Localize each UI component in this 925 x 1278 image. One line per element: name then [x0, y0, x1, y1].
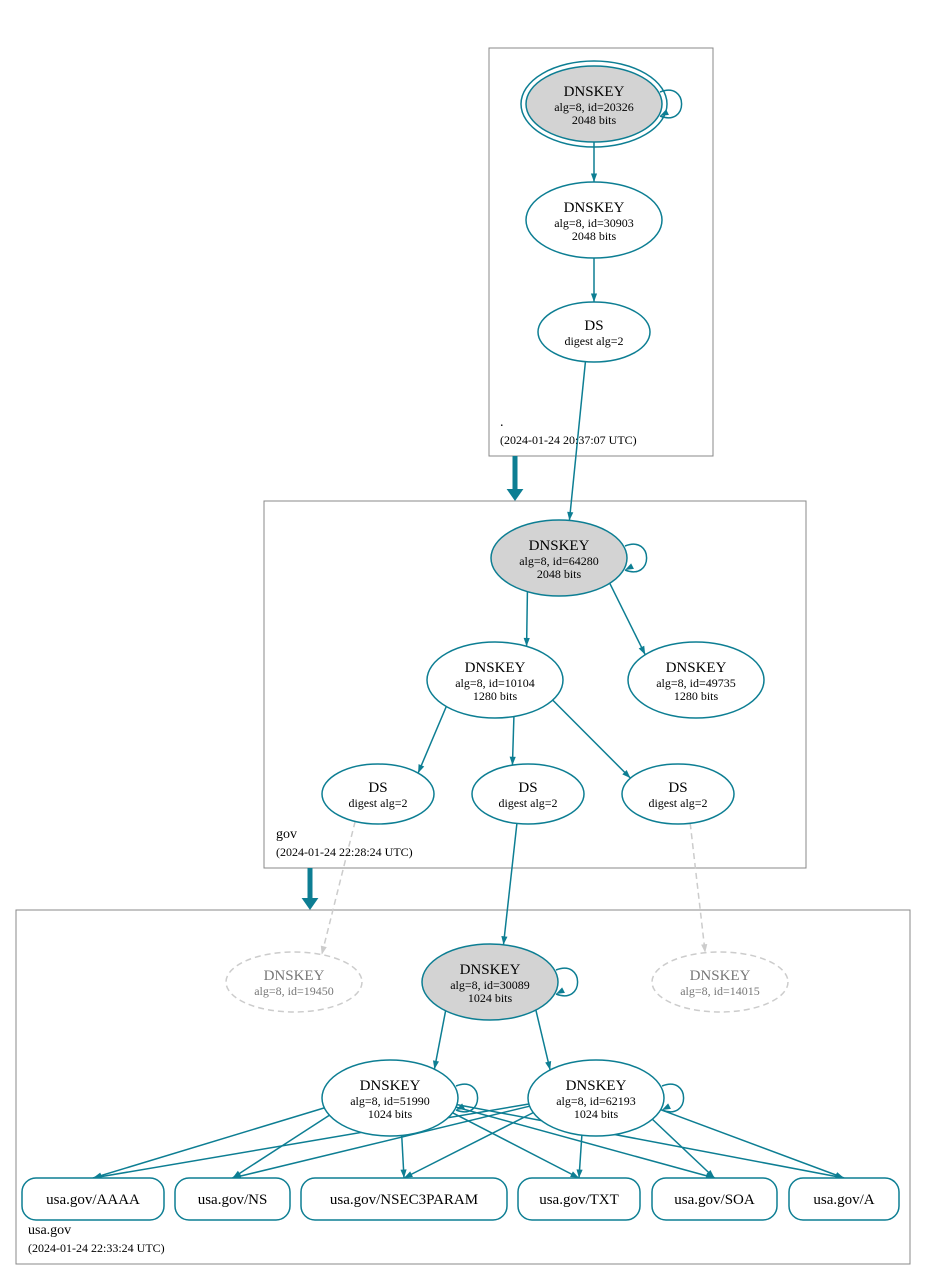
node-gov_ds3: DSdigest alg=2 [622, 764, 734, 824]
svg-text:DNSKEY: DNSKEY [666, 660, 727, 676]
svg-text:usa.gov/A: usa.gov/A [813, 1192, 874, 1208]
svg-text:DNSKEY: DNSKEY [529, 538, 590, 554]
svg-text:alg=8, id=19450: alg=8, id=19450 [254, 984, 334, 998]
svg-text:2048 bits: 2048 bits [537, 567, 582, 581]
svg-text:alg=8, id=10104: alg=8, id=10104 [455, 676, 535, 690]
svg-text:usa.gov/AAAA: usa.gov/AAAA [46, 1192, 140, 1208]
node-gov_ds1: DSdigest alg=2 [322, 764, 434, 824]
svg-text:usa.gov/NS: usa.gov/NS [198, 1192, 268, 1208]
svg-text:DNSKEY: DNSKEY [566, 1078, 627, 1094]
svg-text:alg=8, id=62193: alg=8, id=62193 [556, 1094, 636, 1108]
node-usa_dash2: DNSKEYalg=8, id=14015 [652, 952, 788, 1012]
edge [93, 1108, 324, 1178]
svg-text:1280 bits: 1280 bits [473, 689, 518, 703]
svg-text:DNSKEY: DNSKEY [564, 84, 625, 100]
svg-text:1280 bits: 1280 bits [674, 689, 719, 703]
zone-timestamp-usagov: (2024-01-24 22:33:24 UTC) [28, 1241, 165, 1255]
svg-text:DS: DS [368, 780, 387, 796]
node-gov_zsk2: DNSKEYalg=8, id=497351280 bits [628, 642, 764, 718]
svg-text:digest alg=2: digest alg=2 [564, 334, 623, 348]
svg-text:alg=8, id=30903: alg=8, id=30903 [554, 216, 634, 230]
svg-text:1024 bits: 1024 bits [574, 1107, 619, 1121]
edge [503, 823, 516, 944]
svg-text:2048 bits: 2048 bits [572, 113, 617, 127]
edge [610, 583, 645, 654]
svg-text:DNSKEY: DNSKEY [564, 200, 625, 216]
edge [536, 1010, 550, 1070]
svg-text:1024 bits: 1024 bits [368, 1107, 413, 1121]
leaf-leaf_a: usa.gov/A [789, 1178, 899, 1220]
svg-text:digest alg=2: digest alg=2 [348, 796, 407, 810]
edge [661, 1110, 844, 1178]
node-usa_ksk: DNSKEYalg=8, id=300891024 bits [422, 944, 578, 1020]
svg-text:DNSKEY: DNSKEY [360, 1078, 421, 1094]
leaf-leaf_aaaa: usa.gov/AAAA [22, 1178, 164, 1220]
svg-text:alg=8, id=20326: alg=8, id=20326 [554, 100, 634, 114]
svg-text:digest alg=2: digest alg=2 [498, 796, 557, 810]
svg-text:digest alg=2: digest alg=2 [648, 796, 707, 810]
node-root_ksk: DNSKEYalg=8, id=203262048 bits [521, 61, 682, 147]
zone-label-usagov: usa.gov [28, 1223, 71, 1238]
edge [418, 707, 446, 774]
svg-text:DNSKEY: DNSKEY [690, 968, 751, 984]
leaf-leaf_ns: usa.gov/NS [175, 1178, 290, 1220]
edge [690, 823, 705, 952]
zone-timestamp-root: (2024-01-24 20:37:07 UTC) [500, 433, 637, 447]
svg-text:alg=8, id=64280: alg=8, id=64280 [519, 554, 599, 568]
node-usa_zsk2: DNSKEYalg=8, id=621931024 bits [528, 1060, 684, 1136]
svg-text:alg=8, id=51990: alg=8, id=51990 [350, 1094, 430, 1108]
svg-text:1024 bits: 1024 bits [468, 991, 513, 1005]
edge [93, 1104, 529, 1178]
svg-text:usa.gov/TXT: usa.gov/TXT [539, 1192, 619, 1208]
zone-label-root: . [500, 415, 504, 430]
node-gov_ds2: DSdigest alg=2 [472, 764, 584, 824]
zone-timestamp-gov: (2024-01-24 22:28:24 UTC) [276, 845, 413, 859]
leaf-leaf_txt: usa.gov/TXT [518, 1178, 640, 1220]
svg-text:DS: DS [668, 780, 687, 796]
edge [434, 1011, 445, 1069]
node-root_zsk: DNSKEYalg=8, id=309032048 bits [526, 182, 662, 258]
svg-text:alg=8, id=30089: alg=8, id=30089 [450, 978, 530, 992]
svg-text:DS: DS [518, 780, 537, 796]
node-usa_dash1: DNSKEYalg=8, id=19450 [226, 952, 362, 1012]
node-gov_ksk: DNSKEYalg=8, id=642802048 bits [491, 520, 647, 596]
svg-text:DNSKEY: DNSKEY [465, 660, 526, 676]
svg-text:usa.gov/NSEC3PARAM: usa.gov/NSEC3PARAM [330, 1192, 478, 1208]
edge [553, 700, 631, 778]
svg-text:DNSKEY: DNSKEY [460, 962, 521, 978]
svg-text:usa.gov/SOA: usa.gov/SOA [674, 1192, 755, 1208]
svg-text:DNSKEY: DNSKEY [264, 968, 325, 984]
svg-text:DS: DS [584, 318, 603, 334]
svg-text:alg=8, id=49735: alg=8, id=49735 [656, 676, 736, 690]
leaf-leaf_nsec: usa.gov/NSEC3PARAM [301, 1178, 507, 1220]
svg-text:alg=8, id=14015: alg=8, id=14015 [680, 984, 760, 998]
leaf-leaf_soa: usa.gov/SOA [652, 1178, 777, 1220]
node-root_ds: DSdigest alg=2 [538, 302, 650, 362]
edge [322, 821, 355, 954]
svg-text:2048 bits: 2048 bits [572, 229, 617, 243]
node-gov_zsk1: DNSKEYalg=8, id=101041280 bits [427, 642, 563, 718]
zone-label-gov: gov [276, 827, 297, 842]
